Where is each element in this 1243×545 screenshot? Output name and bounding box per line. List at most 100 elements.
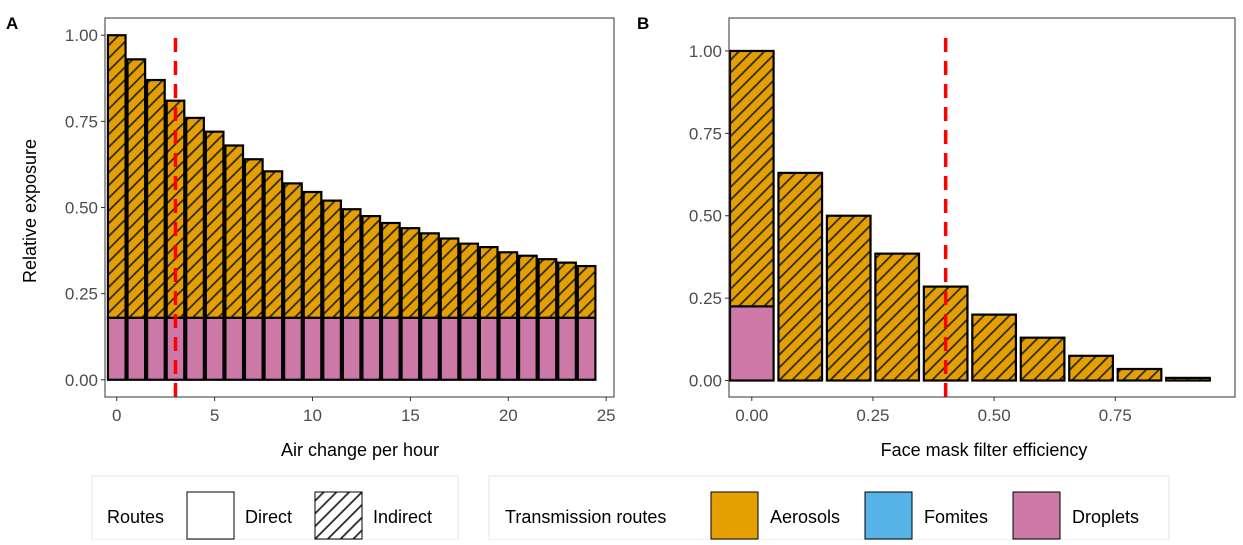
panel-a-bars	[106, 34, 597, 381]
panel-b-bar-aerosols-0_7-hatch	[1069, 355, 1113, 381]
panel-a-bar-aerosols-21-outline	[517, 254, 538, 319]
panel-a-bar-aerosols-9-outline	[283, 182, 303, 319]
panel-a-bar-droplets-15	[401, 317, 420, 380]
panel-a: A Relative exposure 0.00 0.25 0.50 0.75 1.00…	[6, 14, 616, 460]
panel-b-bar-aerosols-0_9-hatch	[1166, 377, 1210, 381]
panel-a-bar-aerosols-17-hatch	[440, 238, 459, 318]
panel-a-x-tick-label: 0	[112, 406, 121, 425]
panel-a-y-tick-label: 0.75	[65, 112, 98, 131]
panel-b-x-tick-label: 0.75	[1099, 406, 1132, 425]
panel-a-bar-aerosols-6-outline	[224, 144, 245, 319]
panel-a-bar-aerosols-22-hatch	[538, 259, 557, 318]
panel-a-bar-droplets-18	[460, 317, 478, 380]
panel-b-y-ticks: 0.00 0.25 0.50 0.75 1.00	[689, 42, 729, 391]
panel-a-bar-aerosols-16-outline	[420, 232, 440, 319]
panel-a-bar-droplets-16	[421, 317, 439, 380]
legend-transmission: Transmission routes Aerosols Fomites Dro…	[488, 475, 1170, 541]
panel-b-bar-aerosols-0_3-hatch	[875, 253, 919, 381]
panel-a-bar-aerosols-5-outline	[204, 130, 225, 319]
panel-a-bar-droplets-12	[342, 317, 361, 380]
panel-a-bar-aerosols-0-outline	[106, 34, 127, 319]
panel-a-bar-aerosols-10-outline	[302, 190, 323, 319]
panel-a-bar-aerosols-11-outline	[322, 199, 343, 319]
panel-b-y-tick-label: 0.75	[689, 124, 722, 143]
panel-b-bar-aerosols-0_8-outline	[1116, 367, 1163, 382]
panel-a-bar-droplets-23	[558, 317, 576, 380]
panel-a-bar-droplets-21	[519, 317, 537, 380]
panel-a-bar-aerosols-14-outline	[380, 221, 401, 319]
panel-a-bar-droplets-19	[479, 317, 498, 380]
panel-a-bar-aerosols-23-outline	[557, 261, 577, 319]
legend-label-fomites: Fomites	[924, 507, 988, 527]
panel-a-y-tick-label: 0.00	[65, 371, 98, 390]
panel-a-bar-aerosols-11-hatch	[323, 200, 341, 318]
panel-a-bar-aerosols-6-hatch	[225, 145, 244, 318]
panel-b-bar-aerosols-0_8-hatch	[1117, 368, 1162, 381]
legend-key-fomites	[864, 491, 913, 540]
panel-a-bar-droplets-22	[538, 317, 557, 380]
panel-a-bar-droplets-6	[225, 317, 244, 380]
panel-b-bar-aerosols-0-outline	[728, 49, 775, 308]
panel-b-bar-aerosols-0_2-hatch	[826, 215, 871, 381]
panel-a-x-tick-label: 5	[210, 406, 219, 425]
panel-b-y-tick-label: 0.50	[689, 207, 722, 226]
panel-b-y-tick-label: 0.00	[689, 372, 722, 391]
panel-a-y-tick-label: 1.00	[65, 26, 98, 45]
legend-label-droplets: Droplets	[1072, 507, 1139, 527]
panel-a-bar-droplets-1	[127, 317, 146, 380]
panel-b-bar-aerosols-0-hatch	[729, 50, 774, 307]
legend-label-direct: Direct	[245, 507, 292, 527]
panel-b-x-ticks: 0.00 0.25 0.50 0.75	[735, 397, 1132, 425]
panel-a-bar-aerosols-18-hatch	[460, 243, 478, 318]
panel-a-bar-aerosols-2-outline	[145, 78, 166, 319]
panel-a-bar-droplets-11	[323, 317, 341, 380]
panel-a-bar-aerosols-4-hatch	[186, 117, 204, 318]
panel-a-x-tick-label: 20	[499, 406, 518, 425]
legend-routes-title: Routes	[107, 507, 164, 527]
panel-a-bar-droplets-20	[499, 317, 518, 380]
panel-a-y-ticks: 0.00 0.25 0.50 0.75 1.00	[65, 26, 105, 390]
legend: Routes Direct Indirect Transmission rout…	[91, 475, 1170, 541]
panel-a-bar-aerosols-4-outline	[185, 116, 205, 319]
panel-a-label: A	[6, 14, 18, 33]
panel-a-bar-aerosols-13-outline	[361, 215, 382, 319]
panel-a-bar-aerosols-8-hatch	[264, 171, 283, 318]
panel-a-bar-droplets-10	[303, 317, 322, 380]
panel-a-bar-aerosols-20-outline	[498, 251, 519, 319]
panel-b-y-tick-label: 1.00	[689, 42, 722, 61]
panel-a-bar-aerosols-7-hatch	[244, 159, 263, 318]
panel-b-bar-droplets-0	[729, 306, 774, 381]
panel-a-plot-border	[104, 17, 615, 398]
panel-a-bar-aerosols-19-hatch	[479, 247, 498, 318]
panel-b: B 0.000.250.500.751.00 0.00 0.25 0.50 0.75 …	[637, 14, 1236, 460]
panel-a-bar-droplets-14	[382, 317, 400, 380]
panel-b-bar-aerosols-0_5-hatch	[972, 314, 1016, 381]
panel-a-bar-droplets-9	[284, 317, 302, 380]
panel-a-bar-droplets-13	[362, 317, 381, 380]
panel-b-bar-aerosols-0_3-outline	[874, 252, 921, 382]
panel-b-bar-aerosols-0_1-hatch	[778, 172, 823, 381]
panel-a-x-tick-label: 25	[597, 406, 616, 425]
panel-b-x-axis-title: Face mask filter efficiency	[881, 440, 1088, 460]
panel-a-bar-droplets-0	[107, 317, 126, 380]
panel-b-x-tick-label: 0.00	[735, 406, 768, 425]
panel-a-x-tick-label: 10	[303, 406, 322, 425]
panel-a-bar-droplets-4	[186, 317, 204, 380]
panel-b-bar-aerosols-0_1-outline	[777, 171, 824, 382]
panel-b-y-tick-label: 0.25	[689, 289, 722, 308]
panel-a-bar-aerosols-14-hatch	[382, 223, 400, 318]
panel-a-bar-aerosols-20-hatch	[499, 252, 518, 318]
legend-transmission-title: Transmission routes	[505, 507, 666, 527]
panel-a-bar-aerosols-19-outline	[478, 246, 499, 319]
panel-a-x-tick-label: 15	[401, 406, 420, 425]
panel-a-bar-aerosols-24-outline	[576, 264, 597, 319]
panel-b-bar-aerosols-0_4-outline	[922, 285, 969, 382]
panel-a-bar-droplets-8	[264, 317, 283, 380]
panel-a-bar-droplets-24	[577, 317, 596, 380]
panel-b-bar-aerosols-0_9-outline	[1165, 376, 1211, 382]
legend-key-direct	[186, 491, 235, 540]
panel-a-x-axis-title: Air change per hour	[281, 440, 439, 460]
panel-b-bar-aerosols-0_6-hatch	[1020, 337, 1065, 381]
panel-a-bar-aerosols-8-outline	[263, 170, 284, 319]
panel-a-bar-aerosols-1-outline	[126, 58, 147, 319]
